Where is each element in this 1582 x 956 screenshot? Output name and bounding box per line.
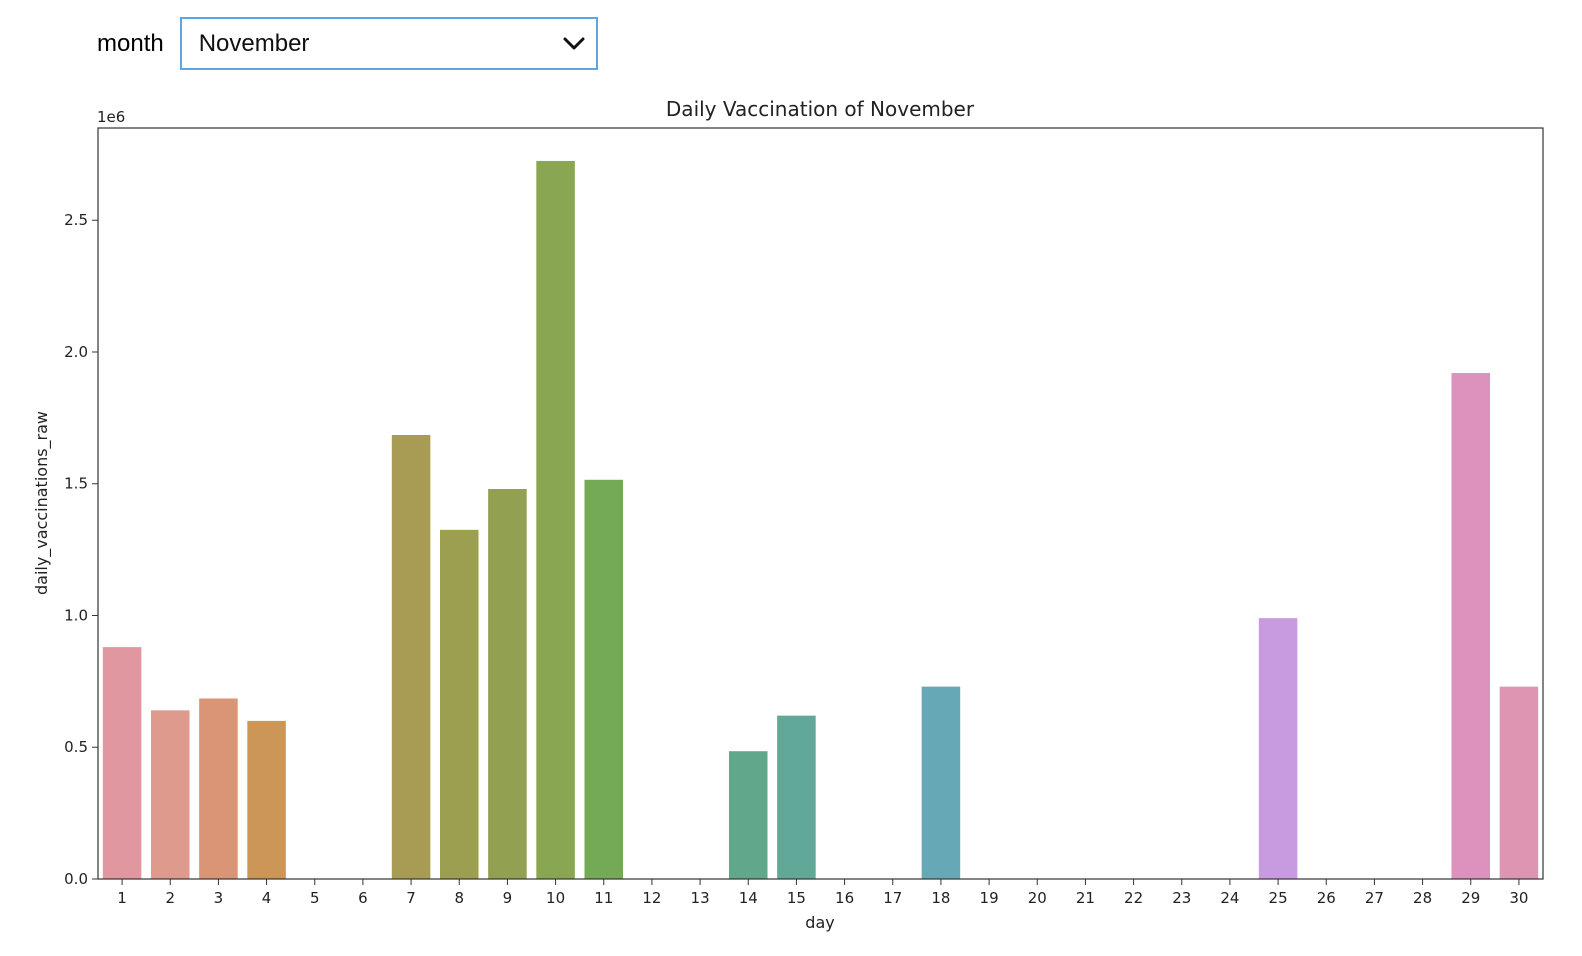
x-axis: 1 2 3 4 5 6 7 8 9 10 11 12 13 14 15 16 17 18 19 20 21 22 23 24 2… [117, 879, 1528, 907]
x-tick-label: 22 [1124, 889, 1143, 907]
bar-day-15 [777, 715, 816, 879]
y-axis-title: daily_vaccinations_raw [32, 411, 52, 595]
x-tick-label: 2 [165, 889, 175, 907]
x-tick-label: 29 [1461, 889, 1480, 907]
y-tick-label: 0.5 [64, 738, 88, 756]
x-tick-label: 9 [503, 889, 513, 907]
x-tick-label: 30 [1509, 889, 1528, 907]
bar-day-3 [199, 698, 238, 879]
bar-day-18 [921, 686, 961, 879]
y-tick-label: 2.0 [64, 343, 88, 361]
y-tick-label: 2.5 [64, 211, 88, 229]
bar-day-10 [536, 160, 575, 879]
x-tick-label: 25 [1269, 889, 1288, 907]
bar-day-7 [391, 434, 431, 879]
bar-day-4 [247, 720, 286, 879]
x-tick-label: 28 [1413, 889, 1432, 907]
x-tick-label: 13 [691, 889, 710, 907]
chevron-down-icon[interactable] [562, 31, 586, 55]
x-tick-label: 21 [1076, 889, 1095, 907]
bar-day-2 [150, 710, 190, 879]
month-control: month November [97, 16, 598, 71]
x-tick-label: 15 [787, 889, 806, 907]
x-tick-label: 26 [1317, 889, 1336, 907]
x-tick-label: 10 [546, 889, 565, 907]
x-tick-label: 27 [1365, 889, 1384, 907]
chart-title: Daily Vaccination of November [666, 97, 975, 121]
x-tick-label: 8 [454, 889, 464, 907]
y-offset-label: 1e6 [97, 108, 125, 126]
y-tick-label: 1.5 [64, 475, 88, 493]
x-tick-label: 20 [1028, 889, 1047, 907]
y-tick-label: 1.0 [64, 606, 88, 624]
bar-day-30 [1499, 686, 1539, 879]
x-tick-label: 23 [1172, 889, 1191, 907]
y-axis: 0.0 0.5 1.0 1.5 2.0 2.5 [64, 211, 98, 888]
month-select[interactable]: November [179, 17, 598, 70]
x-axis-title: day [805, 913, 834, 932]
y-tick-label: 0.0 [64, 870, 88, 888]
bar-day-25 [1258, 618, 1298, 879]
x-tick-label: 3 [214, 889, 224, 907]
x-tick-label: 4 [262, 889, 272, 907]
x-tick-label: 12 [642, 889, 661, 907]
bar-day-1 [102, 647, 142, 879]
x-tick-label: 1 [117, 889, 127, 907]
x-tick-label: 16 [835, 889, 854, 907]
x-tick-label: 11 [594, 889, 613, 907]
x-tick-label: 5 [310, 889, 320, 907]
month-label: month [97, 29, 164, 57]
x-tick-label: 17 [883, 889, 902, 907]
bars [102, 160, 1539, 879]
x-tick-label: 19 [980, 889, 999, 907]
bar-day-11 [584, 479, 624, 879]
plot-frame [97, 127, 1544, 880]
bar-day-14 [728, 751, 768, 879]
month-select-value: November [198, 29, 310, 57]
bar-day-29 [1451, 373, 1491, 879]
x-tick-label: 7 [406, 889, 416, 907]
x-tick-label: 24 [1220, 889, 1239, 907]
bar-day-9 [488, 489, 527, 879]
bar-day-8 [439, 529, 479, 879]
x-tick-label: 14 [739, 889, 758, 907]
x-tick-label: 6 [358, 889, 368, 907]
x-tick-label: 18 [931, 889, 950, 907]
